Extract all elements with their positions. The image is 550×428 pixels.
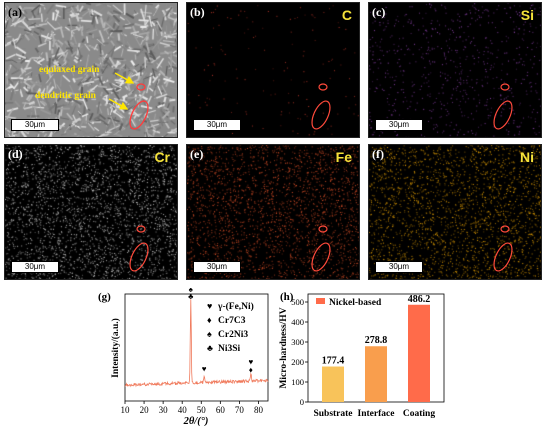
panel-label-b: (b) xyxy=(190,5,205,19)
legend-entry-label: Ni3Si xyxy=(218,344,241,354)
panel-a-sem-image: (a) equiaxed grain dendritic grain 30μm xyxy=(4,2,178,138)
bar-value-label: 177.4 xyxy=(322,356,345,367)
legend-symbol: ♣ xyxy=(207,343,213,353)
bar-value-label: 278.8 xyxy=(365,335,388,346)
xrd-pattern-line xyxy=(124,299,269,388)
y-tick-label: 300 xyxy=(291,337,304,347)
element-label-ni: Ni xyxy=(520,149,534,165)
panel-c-eds-map: (c) Si 30μm xyxy=(368,2,542,138)
marker-overlay-b xyxy=(311,83,331,130)
hardness-ylabel: Micro-hardness/HV xyxy=(279,307,289,388)
x-tick-label: 70 xyxy=(235,405,245,415)
x-tick-label: 50 xyxy=(197,405,207,415)
y-tick-label: 400 xyxy=(291,317,304,327)
x-tick-label: 40 xyxy=(178,405,188,415)
bar-value-label: 486.2 xyxy=(408,294,431,305)
peak-marker: ♦ xyxy=(249,366,253,375)
marker-overlay-c xyxy=(493,83,513,130)
category-label: Substrate xyxy=(313,409,352,419)
x-tick-label: 30 xyxy=(159,405,169,415)
legend-entry-label: γ-(Fe,Ni) xyxy=(217,301,254,312)
y-tick-label: 500 xyxy=(291,297,304,307)
panel-label-h: (h) xyxy=(280,291,294,303)
xrd-xlabel: 2θ/(°) xyxy=(183,416,209,426)
marker-overlay-d xyxy=(129,225,149,272)
y-tick-label: 100 xyxy=(291,377,304,387)
xrd-legend: ♥ γ-(Fe,Ni) ♦ Cr7C3 ♠ Cr2Ni3 ♣ Ni3Si xyxy=(207,301,254,354)
scale-bar-e: 30μm xyxy=(193,261,241,273)
x-tick-label: 10 xyxy=(121,405,131,415)
legend-symbol: ♥ xyxy=(207,301,212,311)
x-tick-label: 20 xyxy=(140,405,150,415)
bar-substrate xyxy=(322,366,344,402)
scale-bar-a: 30μm xyxy=(11,119,59,131)
scale-bar-c: 30μm xyxy=(375,119,423,131)
annotation-dendritic-grain: dendritic grain xyxy=(35,91,96,101)
peak-marker: ♣ xyxy=(188,292,194,301)
eds-map-silicon xyxy=(369,3,541,137)
category-label: Interface xyxy=(358,409,395,419)
x-tick-label: 60 xyxy=(216,405,226,415)
panel-label-c: (c) xyxy=(372,5,386,19)
legend-label: Nickel-based xyxy=(329,298,382,308)
hardness-bars: 177.4 Substrate 278.8 Interface 486.2 Coating xyxy=(313,294,435,419)
y-tick-label: 200 xyxy=(291,357,304,367)
legend-symbol: ♠ xyxy=(207,329,212,339)
arrow-dendritic xyxy=(108,98,129,110)
xrd-ylabel: Intensity/(a.u.) xyxy=(110,318,121,378)
panel-d-eds-map: (d) Cr 30μm xyxy=(4,144,178,280)
eds-map-carbon xyxy=(187,3,359,137)
scale-bar-b: 30μm xyxy=(193,119,241,131)
xrd-plot-frame xyxy=(124,293,269,402)
peak-marker: ♠ xyxy=(189,288,194,294)
legend-swatch xyxy=(316,298,325,304)
eds-map-chromium xyxy=(5,145,177,279)
bar-interface xyxy=(365,346,387,402)
arrow-equiaxed xyxy=(114,72,135,84)
legend-entry-label: Cr2Ni3 xyxy=(218,330,248,340)
xrd-x-ticks: 10 20 30 40 50 60 70 80 xyxy=(121,401,264,415)
eds-map-nickel xyxy=(369,145,541,279)
marker-overlay-f xyxy=(493,225,513,272)
xrd-peak-markers: ♥♦♠♣♥♥♦ xyxy=(188,288,253,375)
scale-bar-d: 30μm xyxy=(11,261,59,273)
element-label-c: C xyxy=(341,7,352,23)
annotation-overlay xyxy=(108,72,149,130)
legend-symbol: ♦ xyxy=(207,315,212,325)
bar-coating xyxy=(408,304,430,402)
element-label-si: Si xyxy=(520,7,534,23)
panel-label-e: (e) xyxy=(190,147,204,161)
category-label: Coating xyxy=(403,409,435,419)
panel-f-eds-map: (f) Ni 30μm xyxy=(368,144,542,280)
marker-overlay-e xyxy=(311,225,331,272)
peak-marker: ♥ xyxy=(248,358,253,367)
circle-dendritic xyxy=(129,100,149,130)
eds-map-iron xyxy=(187,145,359,279)
legend-entry-label: Cr7C3 xyxy=(218,316,246,326)
element-label-fe: Fe xyxy=(335,149,352,165)
panel-label-d: (d) xyxy=(8,147,23,161)
scale-bar-f: 30μm xyxy=(375,261,423,273)
peak-marker: ♥ xyxy=(202,364,207,373)
y-tick-label: 0 xyxy=(300,397,304,407)
sem-micrograph xyxy=(5,3,177,137)
x-tick-label: 80 xyxy=(254,405,264,415)
hardness-y-ticks: 0 100 200 300 400 500 xyxy=(291,297,308,407)
panel-label-g: (g) xyxy=(98,291,111,303)
panel-label-f: (f) xyxy=(372,147,384,161)
element-label-cr: Cr xyxy=(154,149,170,165)
xrd-chart: (g) Intensity/(a.u.) 10 20 30 40 50 60 70 80 2θ… xyxy=(98,288,269,426)
annotation-equiaxed-grain: equiaxed grain xyxy=(39,65,100,75)
panel-b-eds-map: (b) C 30μm xyxy=(186,2,360,138)
panel-label-a: (a) xyxy=(8,5,22,19)
hardness-chart: (h) Micro-hardness/HV 0 100 200 300 400 500 1… xyxy=(279,291,445,419)
panel-e-eds-map: (e) Fe 30μm xyxy=(186,144,360,280)
circle-equiaxed xyxy=(136,83,146,91)
